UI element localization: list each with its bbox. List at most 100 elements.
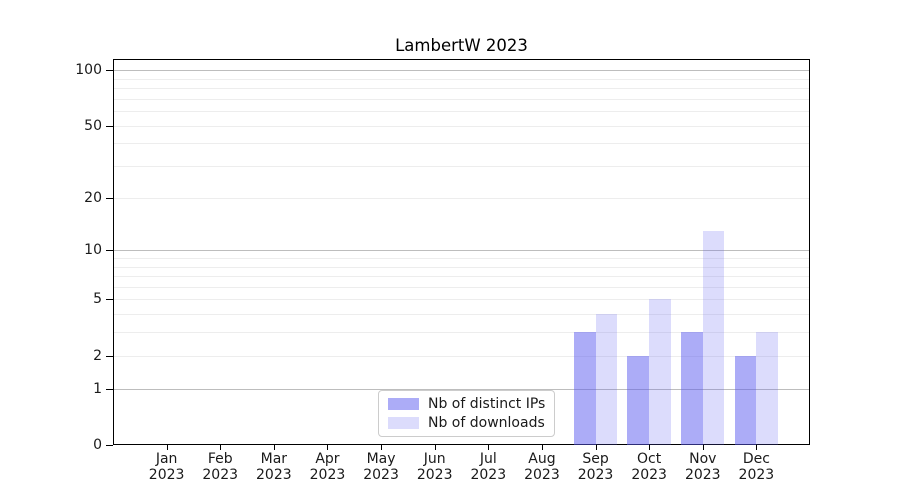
gridline-minor xyxy=(114,266,809,268)
x-tick-month: Apr xyxy=(315,451,340,467)
x-tick-month: May xyxy=(366,451,396,467)
gridline-minor xyxy=(114,276,809,278)
x-tick-month: Jan xyxy=(155,451,178,467)
gridline-minor xyxy=(114,355,809,357)
bar-nb-of-downloads-sep xyxy=(595,314,618,445)
x-tick-mark xyxy=(327,445,329,450)
gridline-minor xyxy=(114,98,809,100)
bar-nb-of-distinct-ips-sep xyxy=(573,332,596,445)
gridline-minor xyxy=(114,78,809,80)
x-tick-year: 2023 xyxy=(309,466,346,483)
bar-nb-of-distinct-ips-oct xyxy=(627,355,650,445)
x-tick-mark xyxy=(595,445,597,450)
x-tick-month: Aug xyxy=(528,451,556,467)
x-tick-year: 2023 xyxy=(524,466,560,483)
y-tick-label: 100 xyxy=(75,62,102,79)
x-tick-label: May 2023 xyxy=(349,451,413,483)
x-tick-mark xyxy=(273,445,275,450)
y-tick-mark xyxy=(106,250,113,252)
x-tick-year: 2023 xyxy=(202,466,239,483)
y-tick-mark xyxy=(106,70,113,72)
x-tick-year: 2023 xyxy=(631,466,667,483)
x-tick-label: Jul 2023 xyxy=(456,451,520,483)
x-tick-label: Feb 2023 xyxy=(188,451,252,483)
x-tick-month: Oct xyxy=(637,451,662,467)
y-tick-label: 0 xyxy=(93,437,102,453)
x-tick-year: 2023 xyxy=(470,466,507,483)
y-tick-label: 2 xyxy=(93,347,102,364)
y-tick-label: 50 xyxy=(84,117,102,134)
x-tick-month: Feb xyxy=(207,451,233,467)
gridline-minor xyxy=(114,197,809,199)
gridline-minor xyxy=(114,314,809,316)
legend-item-downloads: Nb of downloads xyxy=(388,415,554,431)
y-tick-label: 20 xyxy=(84,189,102,206)
gridline-minor xyxy=(114,111,809,113)
x-tick-year: 2023 xyxy=(577,466,614,483)
legend-swatch-distinct-ips xyxy=(388,398,419,410)
y-tick-mark xyxy=(106,388,113,390)
gridline-major xyxy=(114,70,809,72)
x-tick-year: 2023 xyxy=(148,466,185,483)
x-tick-year: 2023 xyxy=(416,466,453,483)
x-tick-label: Dec 2023 xyxy=(724,451,788,483)
x-tick-label: Nov 2023 xyxy=(671,451,735,483)
gridline-minor xyxy=(114,88,809,90)
x-tick-month: Jun xyxy=(423,451,446,467)
y-tick-label: 1 xyxy=(93,380,102,397)
x-tick-mark xyxy=(541,445,543,450)
gridline-minor xyxy=(114,258,809,259)
x-tick-mark xyxy=(702,445,704,450)
gridline-minor xyxy=(114,299,809,301)
plot-area xyxy=(113,59,810,445)
x-tick-month: Dec xyxy=(742,451,770,467)
x-tick-year: 2023 xyxy=(684,466,721,483)
x-tick-year: 2023 xyxy=(363,466,399,483)
y-tick-label: 10 xyxy=(84,242,102,259)
bar-nb-of-downloads-nov xyxy=(702,230,725,445)
x-tick-month: Sep xyxy=(582,451,609,467)
x-tick-month: Nov xyxy=(689,451,717,467)
y-tick-mark xyxy=(106,125,113,127)
x-tick-mark xyxy=(756,445,758,450)
gridline-minor xyxy=(114,143,809,145)
x-tick-label: Aug 2023 xyxy=(510,451,574,483)
x-tick-mark xyxy=(434,445,436,450)
x-tick-mark xyxy=(488,445,490,450)
y-tick-mark xyxy=(106,299,113,301)
x-tick-mark xyxy=(649,445,651,450)
x-tick-label: Jun 2023 xyxy=(403,451,467,483)
x-tick-label: Mar 2023 xyxy=(242,451,306,483)
y-tick-mark xyxy=(106,355,113,357)
gridline-minor xyxy=(114,286,809,288)
x-tick-month: Mar xyxy=(260,451,288,467)
legend-item-distinct-ips: Nb of distinct IPs xyxy=(388,396,554,412)
legend: Nb of distinct IPs Nb of downloads xyxy=(378,390,555,437)
y-tick-mark xyxy=(106,197,113,199)
legend-label-distinct-ips: Nb of distinct IPs xyxy=(428,396,546,412)
y-tick-label: 5 xyxy=(93,291,102,308)
x-tick-label: Sep 2023 xyxy=(564,451,628,483)
y-tick-mark xyxy=(106,445,113,446)
bar-nb-of-distinct-ips-nov xyxy=(681,332,703,445)
x-tick-year: 2023 xyxy=(738,466,775,483)
gridline-minor xyxy=(114,332,809,334)
legend-swatch-downloads xyxy=(388,417,419,429)
gridline-major xyxy=(114,388,809,390)
x-tick-year: 2023 xyxy=(256,466,292,483)
bar-nb-of-distinct-ips-dec xyxy=(734,355,757,445)
x-tick-label: Jan 2023 xyxy=(135,451,199,483)
x-tick-label: Oct 2023 xyxy=(617,451,681,483)
chart-title: LambertW 2023 xyxy=(395,36,528,55)
bar-nb-of-downloads-dec xyxy=(756,332,779,445)
gridline-minor xyxy=(114,125,809,127)
gridline-minor xyxy=(114,166,809,168)
bar-nb-of-downloads-oct xyxy=(649,299,671,445)
x-tick-month: Jul xyxy=(479,451,497,467)
gridline-major xyxy=(114,250,809,252)
x-tick-label: Apr 2023 xyxy=(295,451,359,483)
x-tick-mark xyxy=(166,445,168,450)
legend-label-downloads: Nb of downloads xyxy=(428,415,545,431)
x-tick-mark xyxy=(220,445,222,450)
